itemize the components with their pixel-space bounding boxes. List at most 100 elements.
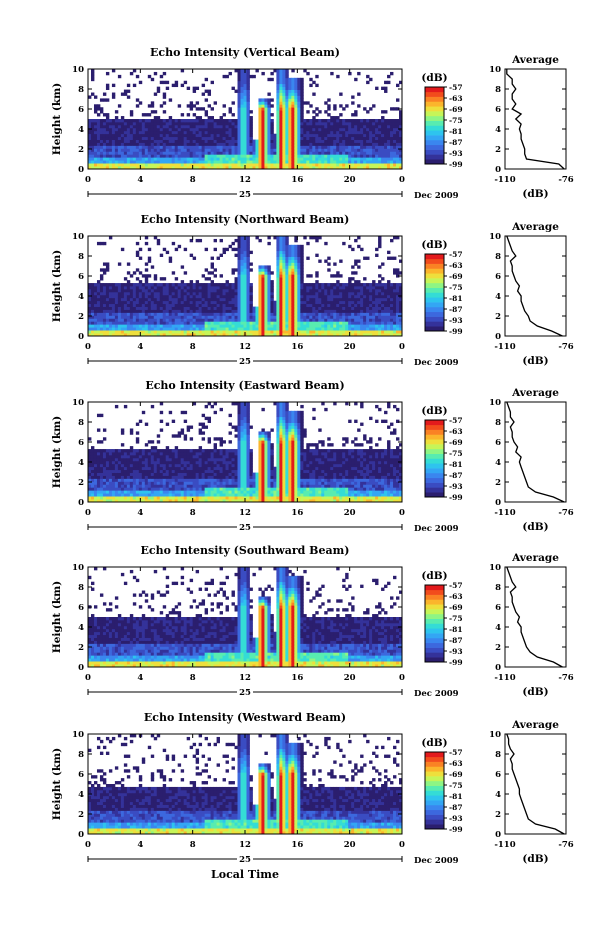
heatmap-cell — [147, 104, 152, 108]
heatmap-cell — [285, 291, 289, 296]
heatmap-cell — [246, 101, 250, 105]
heatmap-cell — [360, 291, 364, 296]
heatmap-cell — [321, 136, 325, 140]
heatmap-cell — [300, 77, 304, 82]
heatmap-cell — [399, 327, 403, 331]
heatmap-cell — [261, 139, 265, 143]
heatmap-cell — [264, 274, 268, 278]
heatmap-cell — [285, 238, 289, 243]
heatmap-cell — [294, 104, 298, 108]
heatmap-cell — [258, 119, 262, 123]
x-tick-label: 8 — [190, 175, 196, 185]
heatmap — [88, 236, 403, 337]
heatmap-cell — [150, 124, 155, 129]
heatmap-cell — [141, 315, 146, 319]
heatmap-cell — [99, 321, 104, 325]
heatmap-cell — [246, 315, 250, 319]
heatmap-cell — [168, 327, 173, 331]
heatmap-cell — [105, 71, 110, 76]
heatmap-cell — [270, 283, 274, 287]
heatmap-cell — [210, 151, 214, 155]
heatmap-cell — [363, 145, 367, 149]
heatmap-cell — [240, 277, 244, 281]
heatmap-cell — [96, 127, 101, 132]
colorbar-swatch — [425, 106, 444, 112]
heatmap-cell — [375, 163, 379, 167]
heatmap-cell — [273, 151, 277, 155]
heatmap-cell — [348, 318, 352, 322]
heatmap-cell — [363, 297, 367, 302]
heatmap-cell — [312, 286, 316, 290]
heatmap-cell — [237, 271, 241, 275]
heatmap-cell — [288, 294, 292, 299]
heatmap-cell — [396, 294, 400, 299]
heatmap-cell — [90, 69, 95, 73]
heatmap-cell — [88, 300, 92, 305]
heatmap-cell — [318, 303, 322, 307]
heatmap-cell — [99, 139, 104, 143]
heatmap-cell — [246, 121, 250, 126]
heatmap-cell — [339, 154, 343, 158]
heatmap-cell — [219, 291, 223, 296]
heatmap-cell — [88, 437, 92, 441]
heatmap-cell — [246, 244, 250, 249]
heatmap-cell — [93, 306, 98, 310]
heatmap-cell — [255, 309, 259, 313]
heatmap-cell — [243, 104, 247, 108]
heatmap-cell — [297, 280, 301, 284]
heatmap-cell — [276, 127, 280, 132]
heatmap-cell — [252, 154, 256, 158]
heatmap-cell — [258, 136, 262, 140]
heatmap-cell — [285, 333, 289, 337]
heatmap-cell — [399, 116, 403, 120]
heatmap-cell — [312, 110, 316, 114]
heatmap-cell — [318, 133, 322, 138]
heatmap-cell — [318, 312, 322, 316]
heatmap-cell — [219, 283, 223, 287]
heatmap-cell — [162, 318, 167, 322]
heatmap-cell — [135, 148, 140, 152]
heatmap-cell — [105, 160, 110, 164]
heatmap-cell — [354, 110, 358, 114]
heatmap-cell — [354, 318, 358, 322]
heatmap-cell — [165, 250, 170, 255]
heatmap-cell — [102, 136, 107, 140]
heatmap-cell — [381, 306, 385, 310]
heatmap-cell — [99, 166, 104, 170]
heatmap-cell — [276, 163, 280, 167]
heatmap-cell — [279, 113, 283, 117]
heatmap-cell — [207, 300, 212, 305]
heatmap-cell — [375, 127, 379, 132]
heatmap-cell — [264, 166, 268, 170]
heatmap-cell — [297, 80, 301, 85]
heatmap-cell — [88, 124, 92, 129]
heatmap-cell — [396, 324, 400, 328]
heatmap-cell — [90, 321, 95, 325]
heatmap-cell — [195, 139, 200, 143]
heatmap-cell — [117, 484, 122, 488]
heatmap-cell — [207, 166, 212, 170]
heatmap-cell — [282, 318, 286, 322]
heatmap-cell — [225, 294, 229, 299]
heatmap-cell — [111, 463, 116, 468]
heatmap-cell — [387, 154, 391, 158]
heatmap-cell — [231, 163, 235, 167]
heatmap-cell — [243, 247, 247, 252]
heatmap-cell — [324, 119, 328, 123]
heatmap-cell — [324, 291, 328, 296]
heatmap-cell — [171, 154, 176, 158]
heatmap-cell — [228, 142, 232, 146]
heatmap-cell — [291, 80, 295, 85]
heatmap-cell — [231, 130, 235, 135]
heatmap-cell — [204, 145, 209, 149]
heatmap-cell — [93, 133, 98, 138]
heatmap-cell — [105, 499, 110, 503]
heatmap-cell — [150, 77, 155, 82]
heatmap-cell — [333, 321, 337, 325]
heatmap-cell — [336, 321, 340, 325]
heatmap-cell — [120, 487, 125, 491]
heatmap-cell — [228, 160, 232, 164]
heatmap-cell — [345, 283, 349, 287]
heatmap-cell — [372, 286, 376, 290]
heatmap-cell — [285, 318, 289, 322]
